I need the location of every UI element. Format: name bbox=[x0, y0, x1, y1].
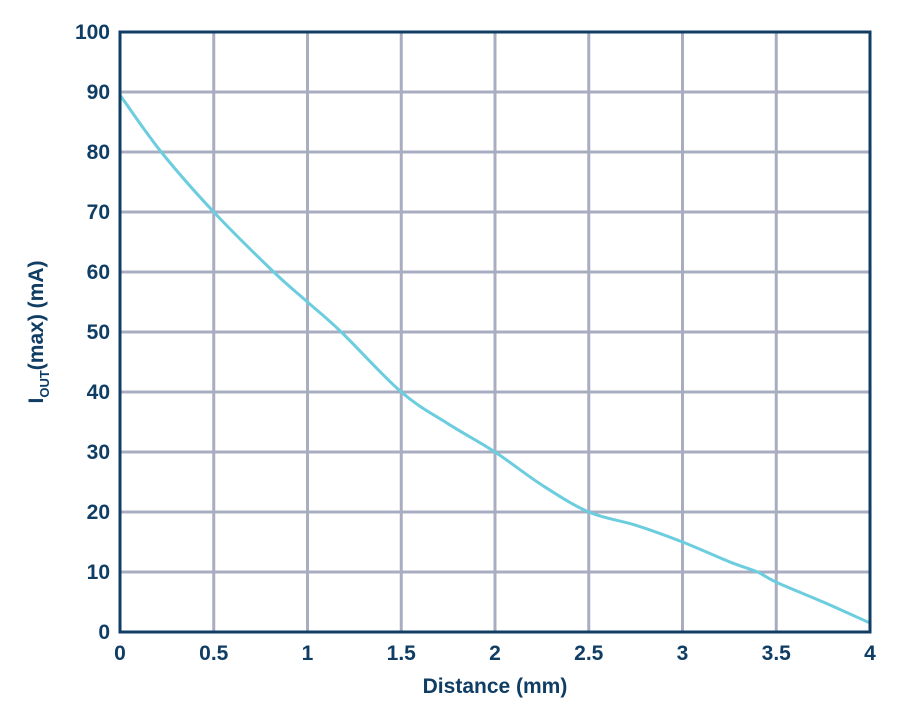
y-tick-label: 90 bbox=[87, 81, 110, 104]
y-tick-label: 80 bbox=[87, 141, 110, 164]
x-tick-label: 0 bbox=[114, 642, 126, 665]
y-axis-title-subscript: OUT bbox=[37, 370, 52, 398]
x-axis-title: Distance (mm) bbox=[423, 675, 568, 698]
y-tick-label: 50 bbox=[87, 321, 110, 344]
y-axis-title-rest: (max) (mA) bbox=[25, 261, 48, 371]
x-tick-label: 1 bbox=[302, 642, 314, 665]
x-tick-label: 2.5 bbox=[574, 642, 604, 665]
grid-lines bbox=[120, 32, 870, 632]
x-tick-label: 3.5 bbox=[762, 642, 792, 665]
y-axis-title-main: I bbox=[25, 398, 48, 404]
y-tick-label: 60 bbox=[87, 261, 110, 284]
y-tick-label: 10 bbox=[87, 561, 110, 584]
x-tick-label: 1.5 bbox=[387, 642, 417, 665]
y-tick-label: 30 bbox=[87, 441, 110, 464]
x-axis-ticks: 0 0.5 1 1.5 2 2.5 3 3.5 4 bbox=[114, 642, 876, 665]
y-tick-label: 20 bbox=[87, 501, 110, 524]
x-tick-label: 2 bbox=[489, 642, 501, 665]
x-tick-label: 0.5 bbox=[199, 642, 229, 665]
x-tick-label: 3 bbox=[677, 642, 689, 665]
series-line-iout-max bbox=[118, 93, 872, 625]
y-tick-label: 70 bbox=[87, 201, 110, 224]
y-tick-label: 40 bbox=[87, 381, 110, 404]
x-tick-label: 4 bbox=[864, 642, 876, 665]
y-axis-ticks: 0 10 20 30 40 50 60 70 80 90 100 bbox=[75, 21, 110, 644]
y-tick-label: 100 bbox=[75, 21, 110, 44]
y-axis-title: IOUT(max) (mA) bbox=[25, 261, 52, 404]
y-tick-label: 0 bbox=[98, 621, 110, 644]
plot-frame bbox=[118, 30, 872, 634]
